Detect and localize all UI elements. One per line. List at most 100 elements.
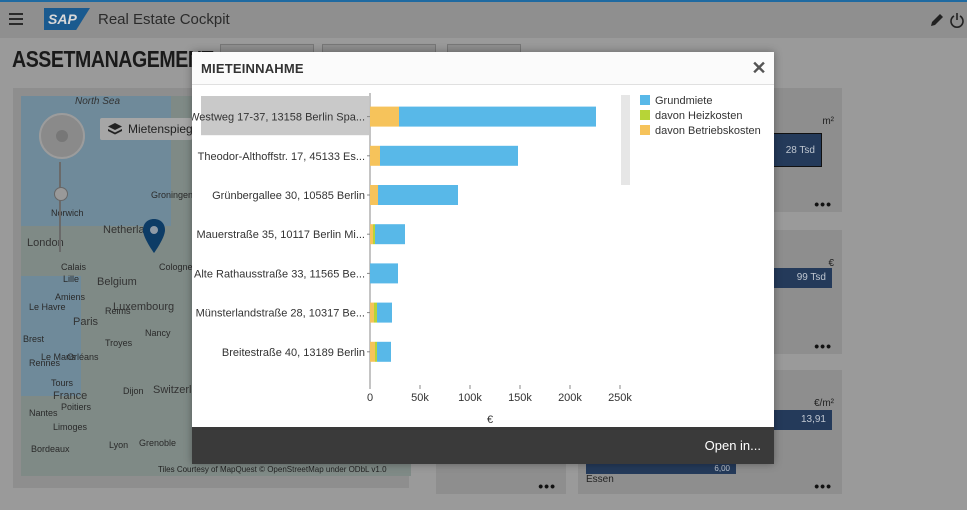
kpi-tile[interactable]: € 99 Tsd ••• (772, 230, 842, 354)
tile-city-label: Essen (586, 474, 614, 485)
map-label: Reims (105, 306, 131, 316)
map-attribution: Tiles Courtesy of MapQuest © OpenStreetM… (158, 465, 387, 474)
map-label: Brest (23, 334, 45, 344)
sap-logo: SAP (44, 8, 90, 30)
pencil-icon[interactable] (929, 12, 945, 28)
tile-unit: €/m² (814, 398, 834, 409)
bar-segment (375, 341, 377, 362)
bar-segment (370, 302, 374, 323)
map-pin-icon[interactable] (143, 219, 165, 253)
bar-segment (375, 224, 405, 245)
zoom-slider[interactable] (59, 162, 61, 252)
power-icon[interactable] (949, 12, 965, 28)
map-label: Le Havre (29, 302, 66, 312)
layers-icon (108, 123, 122, 135)
bar-segment (370, 341, 375, 362)
map-label: Amiens (55, 292, 86, 302)
tile-unit: € (828, 258, 834, 269)
tile-value-bar: 99 Tsd (772, 268, 832, 288)
sea-area (21, 276, 81, 396)
kpi-tile[interactable]: m² 28 Tsd ••• (772, 88, 842, 212)
legend-item[interactable]: davon Betriebskosten (640, 125, 761, 137)
shell-accent-line (0, 0, 967, 2)
category-label: Mauerstraße 35, 10117 Berlin Mi... (196, 229, 365, 241)
selected-row-highlight (201, 96, 369, 136)
tile-unit: m² (822, 116, 834, 127)
open-in-button[interactable]: Open in... (704, 438, 761, 453)
legend-item[interactable]: davon Heizkosten (640, 110, 742, 122)
map-label: Le Mans (41, 352, 76, 362)
sea-area (21, 96, 171, 226)
pan-center-icon[interactable] (56, 130, 68, 142)
x-tick-label: 100k (458, 392, 482, 404)
bar-segment (370, 145, 380, 166)
bar-segment (373, 224, 375, 245)
x-tick-label: 250k (608, 392, 632, 404)
map-label: Calais (61, 262, 87, 272)
category-label: Breitestraße 40, 13189 Berlin (222, 347, 365, 359)
map-label: Limoges (53, 422, 88, 432)
legend-swatch (640, 95, 650, 105)
category-label: Alte Rathausstraße 33, 11565 Be... (194, 268, 365, 280)
zoom-slider-handle[interactable] (54, 187, 68, 201)
tile-value-bar: 13,91 (774, 410, 832, 430)
map-label: Dijon (123, 386, 144, 396)
bar-segment (377, 341, 391, 362)
page-title: ASSETMANAGEMENT (12, 46, 214, 72)
tile-value-bar: 28 Tsd (772, 133, 822, 167)
legend-swatch (640, 110, 650, 120)
dialog-footer: Open in... (192, 427, 774, 464)
x-tick-label: 50k (411, 392, 429, 404)
mieteinnahme-dialog: MIETEINNAHME ✕ Westweg 17-37, 13158 Berl… (192, 52, 774, 464)
map-label: Rennes (29, 358, 61, 368)
map-label: Bordeaux (31, 444, 70, 454)
dialog-header: MIETEINNAHME ✕ (192, 52, 774, 85)
x-axis-label: € (487, 414, 493, 426)
category-label: Westweg 17-37, 13158 Berlin Spa... (192, 112, 365, 124)
map-label: Tours (51, 378, 74, 388)
more-icon[interactable]: ••• (814, 338, 832, 354)
hamburger-icon[interactable] (9, 13, 23, 27)
tile-value-bar: 6,00 (586, 464, 736, 474)
dialog-title: MIETEINNAHME (201, 61, 304, 76)
bar-segment (374, 302, 377, 323)
more-icon[interactable]: ••• (814, 478, 832, 494)
more-icon[interactable]: ••• (538, 478, 556, 494)
bar-segment (378, 185, 458, 205)
bar-segment (380, 145, 518, 166)
map-label: Orléans (67, 352, 99, 362)
map-label: Luxembourg (113, 301, 175, 313)
map-label: Lyon (109, 440, 129, 450)
x-tick-label: 200k (558, 392, 582, 404)
rent-income-chart: Westweg 17-37, 13158 Berlin Spa... Theodo… (192, 93, 632, 426)
map-label: Paris (73, 316, 99, 328)
category-label: Münsterlandstraße 28, 10317 Be... (196, 308, 365, 320)
map-label: France (53, 390, 88, 402)
map-label: Lille (63, 274, 80, 284)
bar-segment (377, 302, 392, 323)
legend-swatch (640, 125, 650, 135)
legend-label: davon Betriebskosten (655, 125, 761, 137)
close-icon[interactable]: ✕ (751, 58, 767, 78)
category-label: Grünbergallee 30, 10585 Berlin (212, 190, 365, 202)
map-label: Belgium (97, 276, 137, 288)
bar-segment (370, 185, 378, 205)
legend-item[interactable]: Grundmiete (640, 95, 712, 107)
map-layer-label: Mietenspiegel (128, 122, 203, 136)
map-pan-control[interactable] (39, 113, 85, 159)
map-label: Poitiers (61, 402, 92, 412)
map-label: Nancy (145, 328, 171, 338)
map-label: London (27, 237, 64, 249)
map-layer-button[interactable]: Mietenspiegel (100, 118, 202, 140)
map-label: Nantes (29, 408, 58, 418)
more-icon[interactable]: ••• (814, 196, 832, 212)
kpi-tile[interactable]: ••• (436, 464, 566, 494)
bar-segment (370, 224, 373, 245)
map-label: Norwich (51, 208, 84, 218)
bar-segment (399, 106, 596, 127)
scrollbar-thumb (621, 95, 630, 185)
shell-bar: SAP Real Estate Cockpit (0, 2, 967, 38)
x-tick-label: 150k (508, 392, 532, 404)
map-label: Cologne (159, 262, 193, 272)
legend-label: Grundmiete (655, 95, 713, 107)
